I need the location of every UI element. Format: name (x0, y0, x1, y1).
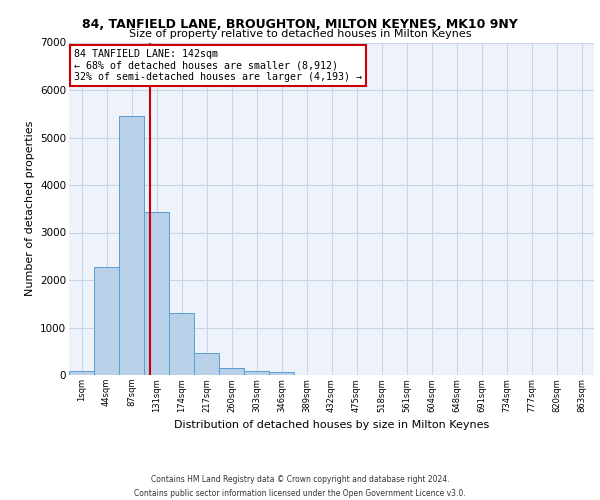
Text: Contains HM Land Registry data © Crown copyright and database right 2024.
Contai: Contains HM Land Registry data © Crown c… (134, 476, 466, 498)
X-axis label: Distribution of detached houses by size in Milton Keynes: Distribution of detached houses by size … (174, 420, 489, 430)
Bar (69, 371, 94, 375)
Bar (169, 313, 194, 375)
Bar (119, 116, 144, 375)
Bar (269, 372, 294, 375)
Bar (219, 368, 244, 375)
Bar (144, 212, 169, 375)
Bar (194, 353, 219, 375)
Text: 84 TANFIELD LANE: 142sqm
← 68% of detached houses are smaller (8,912)
32% of sem: 84 TANFIELD LANE: 142sqm ← 68% of detach… (74, 49, 362, 82)
Text: 84, TANFIELD LANE, BROUGHTON, MILTON KEYNES, MK10 9NY: 84, TANFIELD LANE, BROUGHTON, MILTON KEY… (82, 18, 518, 30)
Y-axis label: Number of detached properties: Number of detached properties (25, 121, 35, 296)
Bar (94, 266, 119, 375)
Text: Size of property relative to detached houses in Milton Keynes: Size of property relative to detached ho… (129, 29, 471, 39)
Bar (244, 370, 269, 375)
